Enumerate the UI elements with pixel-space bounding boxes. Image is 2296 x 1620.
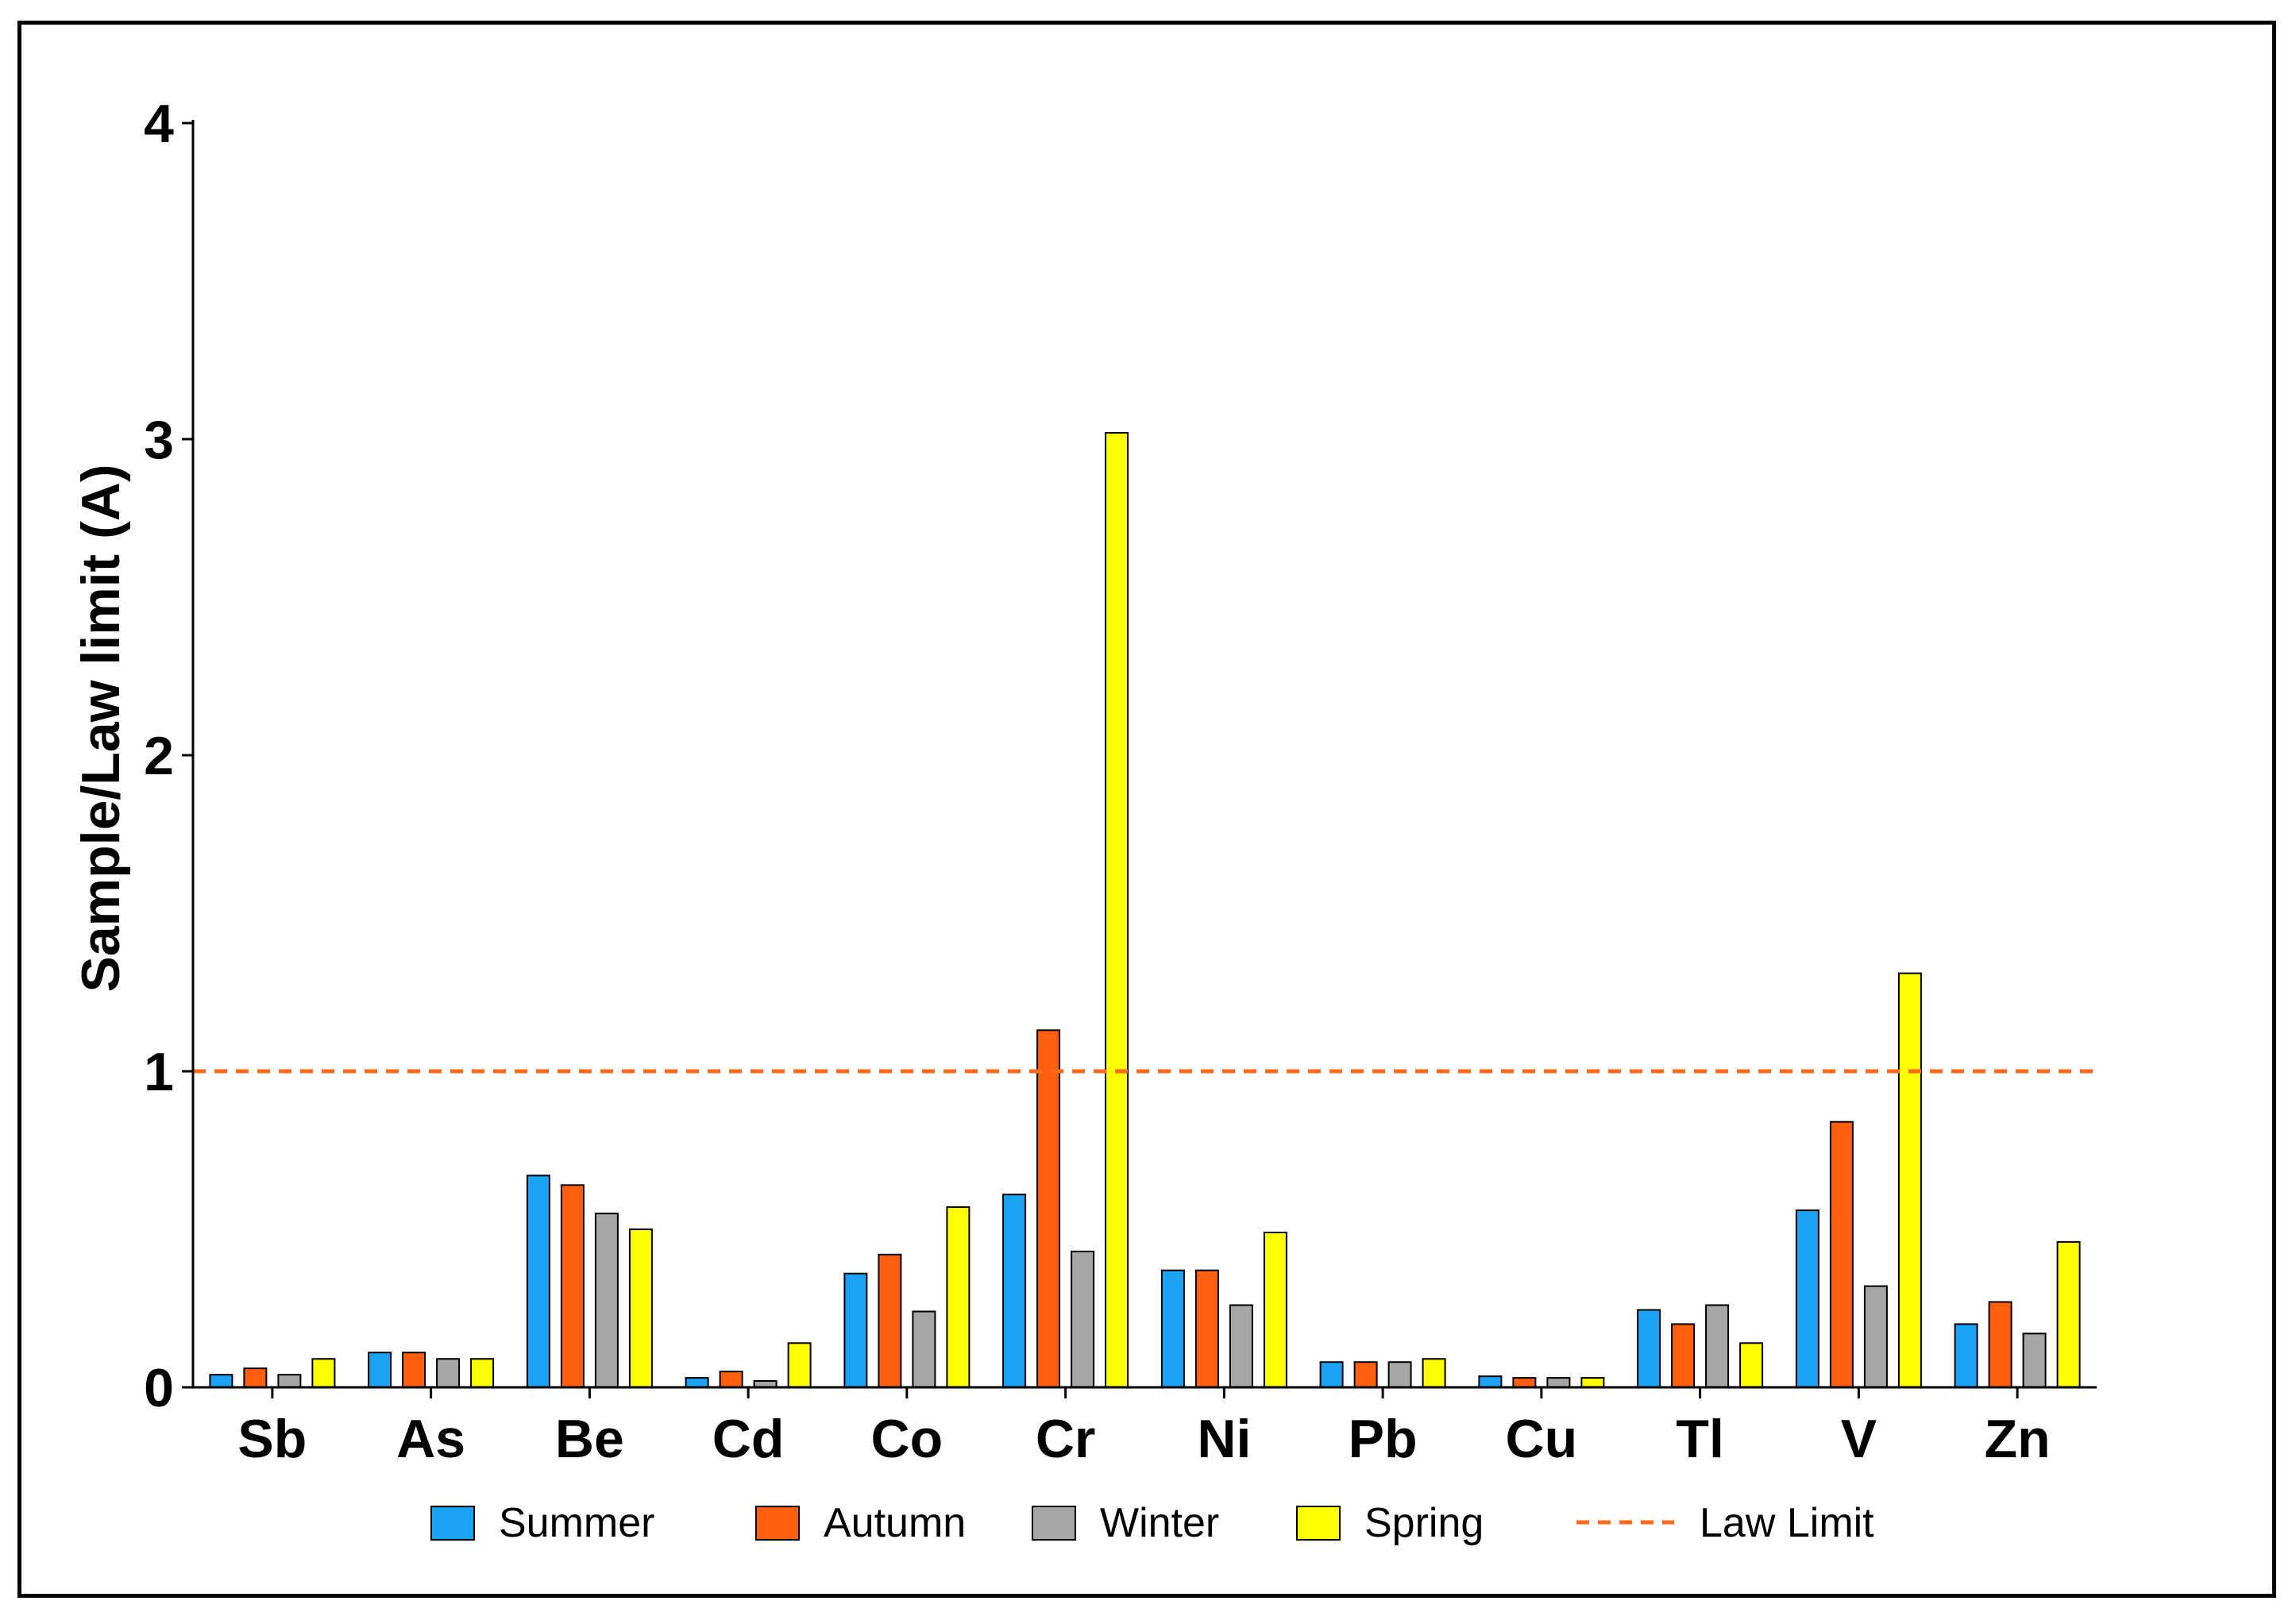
bar-autumn-cu	[1512, 1377, 1537, 1388]
bar-spring-zn	[2056, 1240, 2081, 1389]
x-tick-label-tl: Tl	[1676, 1409, 1723, 1469]
legend-swatch-spring	[1296, 1506, 1341, 1541]
legend-swatch-summer	[430, 1506, 475, 1541]
y-axis-label: Sample/Law limit (A)	[71, 465, 131, 993]
bar-summer-co	[843, 1272, 868, 1388]
x-tick-label-cr: Cr	[1036, 1409, 1096, 1469]
x-tick-label-ni: Ni	[1197, 1409, 1251, 1469]
bar-summer-v	[1795, 1209, 1819, 1388]
bar-autumn-co	[878, 1253, 902, 1389]
x-tick-label-zn: Zn	[1985, 1409, 2051, 1469]
legend-label-summer: Summer	[499, 1500, 654, 1546]
y-tick-label: 1	[144, 1042, 174, 1102]
bar-winter-v	[1863, 1285, 1888, 1388]
bars	[209, 432, 2081, 1389]
bar-autumn-ni	[1194, 1269, 1219, 1388]
legend-swatch-autumn	[755, 1506, 800, 1541]
bar-spring-cu	[1580, 1377, 1605, 1388]
bar-winter-sb	[277, 1374, 302, 1388]
y-ticks: 0 1 2 3 4	[144, 94, 193, 1418]
bar-winter-be	[594, 1213, 619, 1388]
bar-summer-cr	[1002, 1194, 1027, 1388]
bar-spring-v	[1897, 972, 1922, 1388]
bar-autumn-pb	[1353, 1361, 1378, 1388]
legend-label-law-limit: Law Limit	[1700, 1500, 1874, 1546]
bar-winter-pb	[1387, 1361, 1412, 1388]
y-tick-label: 4	[144, 94, 174, 154]
bar-spring-be	[628, 1228, 653, 1388]
x-tick-label-co: Co	[871, 1409, 943, 1469]
bar-autumn-be	[560, 1184, 585, 1389]
bar-winter-tl	[1705, 1304, 1730, 1388]
bar-summer-pb	[1319, 1361, 1344, 1388]
bar-winter-ni	[1229, 1304, 1253, 1388]
bar-winter-co	[912, 1310, 936, 1388]
x-tick-label-as: As	[396, 1409, 465, 1469]
axes	[191, 120, 2097, 1389]
bar-autumn-zn	[1988, 1301, 2012, 1388]
bar-spring-sb	[311, 1358, 336, 1388]
bar-winter-cu	[1546, 1377, 1571, 1388]
bar-summer-as	[368, 1352, 392, 1388]
x-tick-label-cu: Cu	[1506, 1409, 1578, 1469]
x-tick-label-pb: Pb	[1349, 1409, 1418, 1469]
y-tick-label: 0	[144, 1358, 174, 1418]
legend: Summer Autumn Winter Spring Law Limit	[430, 1500, 1874, 1546]
bar-spring-cd	[787, 1342, 812, 1389]
legend-label-spring: Spring	[1364, 1500, 1484, 1546]
bar-summer-be	[526, 1174, 550, 1389]
bar-autumn-as	[402, 1352, 426, 1388]
bar-autumn-sb	[243, 1367, 268, 1388]
bar-summer-zn	[1954, 1323, 1978, 1389]
bar-summer-cd	[685, 1377, 709, 1388]
bar-autumn-cr	[1036, 1029, 1061, 1389]
bar-summer-tl	[1637, 1309, 1661, 1388]
bar-spring-pb	[1422, 1358, 1446, 1388]
bar-spring-ni	[1263, 1232, 1287, 1388]
bar-spring-tl	[1739, 1342, 1764, 1389]
x-tick-label-be: Be	[555, 1409, 624, 1469]
bar-spring-as	[470, 1358, 495, 1388]
bar-summer-cu	[1478, 1375, 1503, 1388]
legend-label-winter: Winter	[1100, 1500, 1219, 1546]
bar-winter-as	[436, 1358, 461, 1388]
bar-spring-cr	[1105, 432, 1129, 1388]
bar-winter-cr	[1071, 1250, 1095, 1389]
x-ticks: Sb As Be Cd Co Cr Ni Pb Cu Tl V Zn	[237, 1387, 2051, 1469]
x-tick-label-sb: Sb	[237, 1409, 307, 1469]
bar-winter-zn	[2022, 1333, 2047, 1389]
x-tick-label-cd: Cd	[712, 1409, 785, 1469]
bar-spring-co	[946, 1206, 970, 1388]
bar-autumn-v	[1829, 1120, 1854, 1388]
bar-autumn-cd	[719, 1371, 743, 1388]
x-tick-label-v: V	[1841, 1409, 1877, 1469]
y-tick-label: 2	[144, 726, 174, 786]
legend-swatch-winter	[1032, 1506, 1076, 1541]
bar-summer-ni	[1160, 1269, 1185, 1388]
bar-autumn-tl	[1671, 1323, 1696, 1389]
y-tick-label: 3	[144, 410, 174, 470]
legend-label-autumn: Autumn	[824, 1500, 966, 1546]
bar-summer-sb	[209, 1374, 233, 1388]
